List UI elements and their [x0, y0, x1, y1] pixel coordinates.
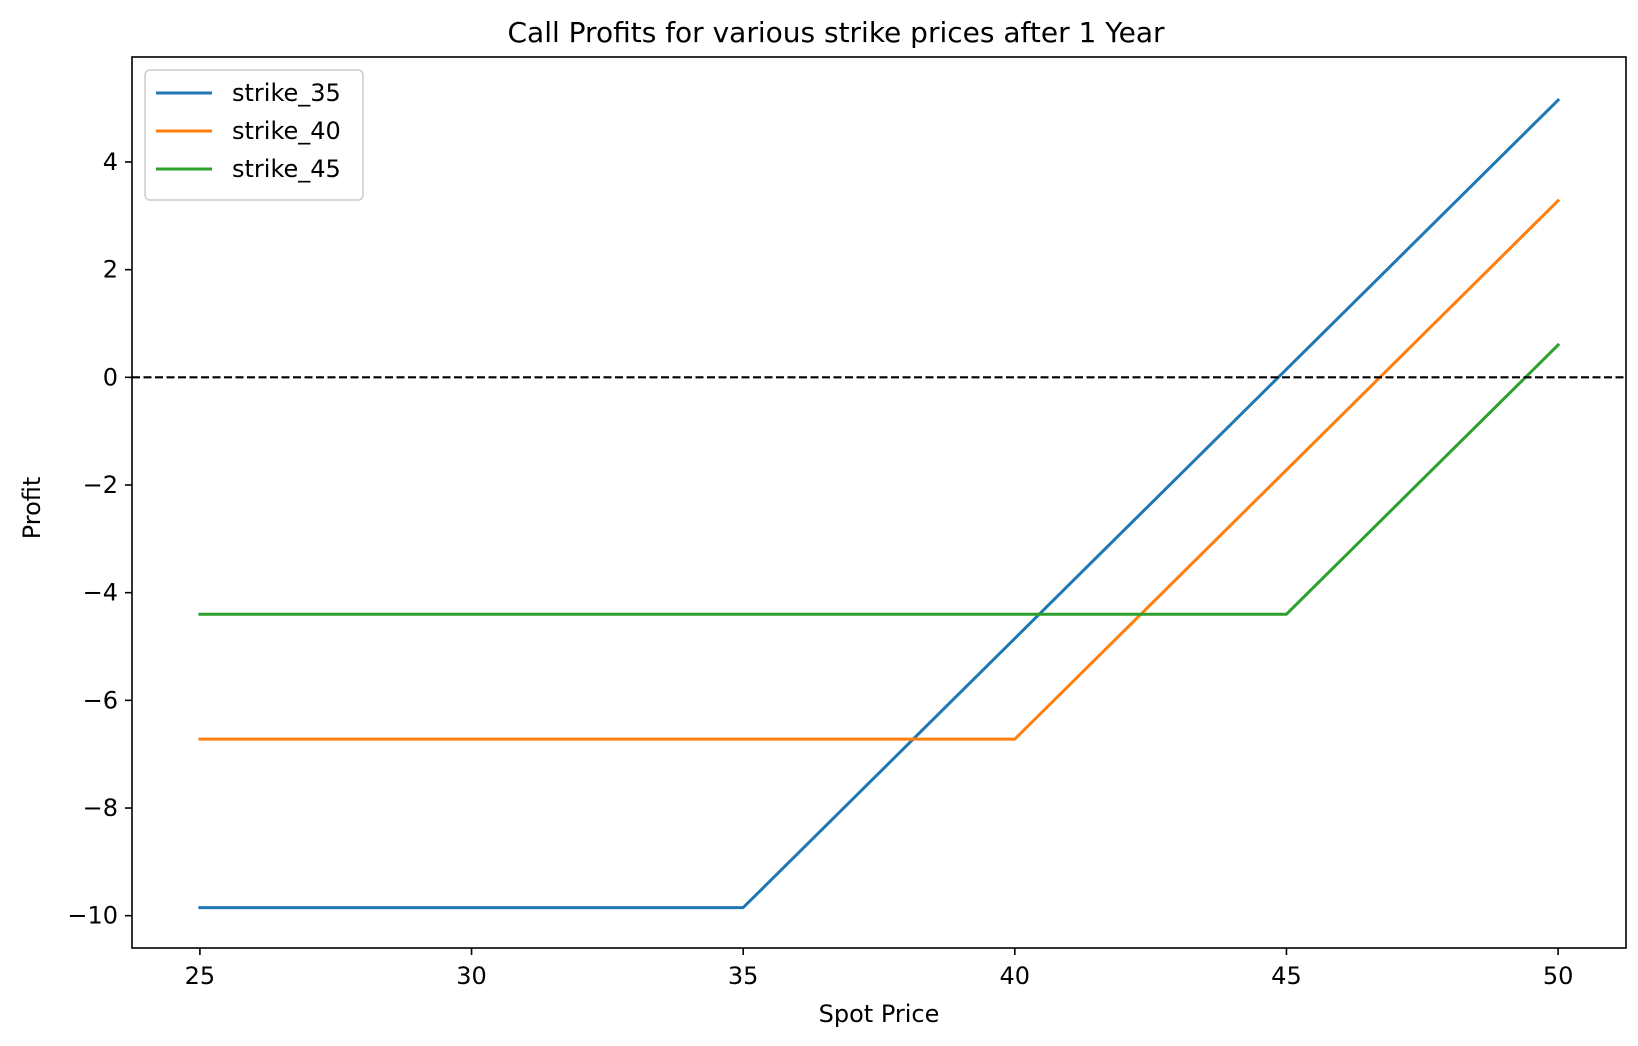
legend-label-strike_40: strike_40	[232, 117, 341, 145]
legend-label-strike_45: strike_45	[232, 155, 341, 183]
y-axis-ticks: 4 2 0 −2 −4 −6 −8 −10	[67, 148, 132, 930]
y-axis-label: Profit	[18, 477, 46, 540]
x-tick-label: 30	[456, 962, 487, 990]
legend: strike_35 strike_40 strike_45	[144, 69, 364, 201]
y-tick-label: −8	[83, 794, 118, 822]
y-tick-label: −10	[67, 902, 118, 930]
y-tick-label: −6	[83, 686, 118, 714]
x-tick-label: 40	[1000, 962, 1031, 990]
series-line-strike_40	[198, 198, 1561, 741]
x-axis-ticks: 25 30 35 40 45 50	[185, 948, 1574, 990]
y-tick-label: 2	[103, 256, 118, 284]
y-tick-label: −2	[83, 471, 118, 499]
y-tick-label: 4	[103, 148, 118, 176]
series-line-strike_35	[198, 97, 1561, 910]
series-line-strike_45	[198, 342, 1561, 616]
y-tick-label: −4	[83, 579, 118, 607]
plot-area	[132, 97, 1626, 910]
legend-label-strike_35: strike_35	[232, 79, 341, 107]
axes-frame	[131, 56, 1627, 949]
x-tick-label: 45	[1271, 962, 1302, 990]
x-axis-label: Spot Price	[819, 1000, 940, 1028]
x-tick-label: 50	[1543, 962, 1574, 990]
x-tick-label: 35	[728, 962, 759, 990]
y-tick-label: 0	[103, 363, 118, 391]
chart-title: Call Profits for various strike prices a…	[508, 16, 1165, 49]
x-tick-label: 25	[185, 962, 216, 990]
